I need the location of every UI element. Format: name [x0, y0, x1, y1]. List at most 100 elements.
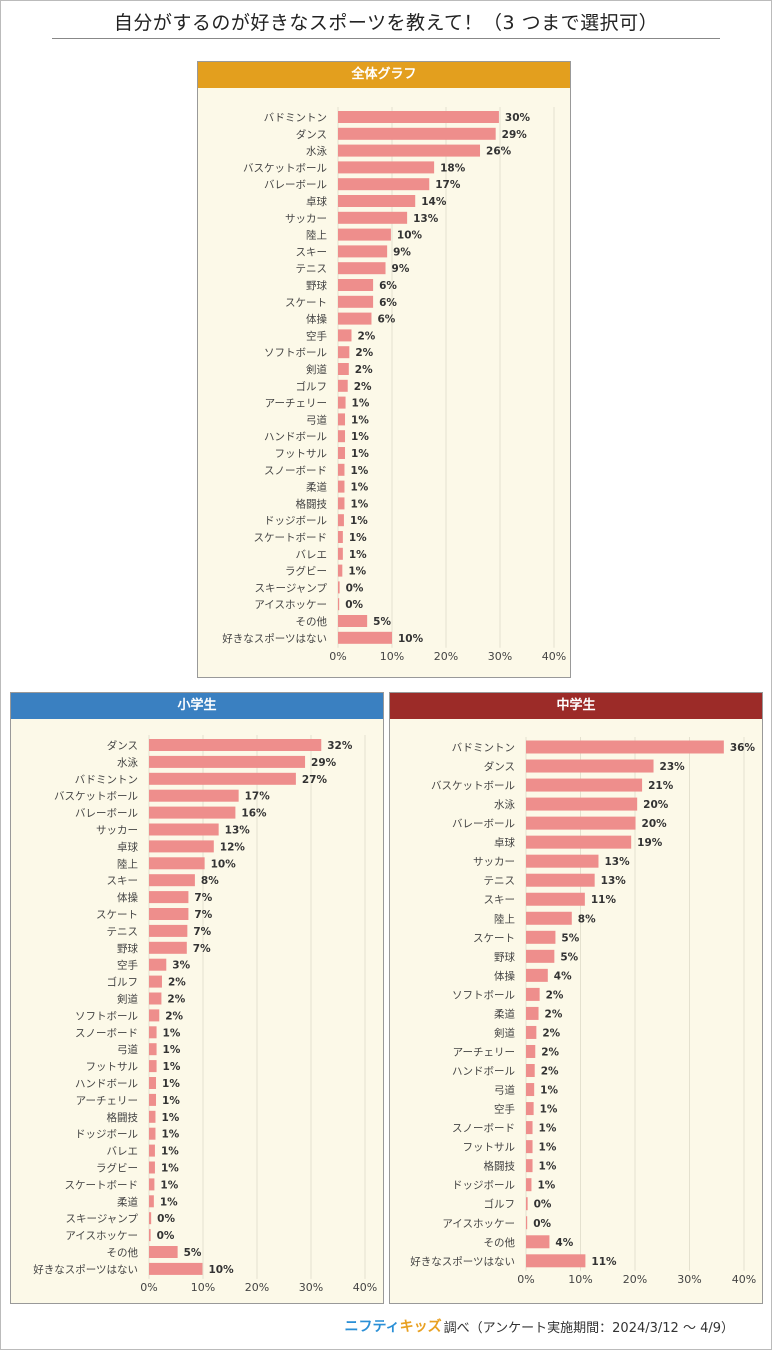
- x-tick-label: 20%: [245, 1281, 269, 1294]
- data-label: 1%: [352, 398, 370, 410]
- bar: [526, 759, 654, 773]
- category-label: ラグビー: [96, 1162, 138, 1175]
- data-label: 0%: [533, 1218, 551, 1230]
- data-label: 2%: [541, 1046, 559, 1058]
- category-label: ドッジボール: [452, 1180, 515, 1192]
- x-tick-label: 30%: [677, 1273, 701, 1286]
- x-tick-label: 20%: [434, 650, 458, 663]
- category-label: 卓球: [306, 195, 327, 208]
- x-tick-label: 40%: [732, 1273, 756, 1286]
- data-label: 8%: [201, 875, 219, 887]
- category-label: ゴルフ: [296, 380, 328, 393]
- data-label: 10%: [398, 633, 424, 645]
- x-tick-label: 0%: [329, 650, 346, 663]
- nifty-kids-logo[interactable]: ニフティキッズ: [345, 1316, 442, 1336]
- bar: [149, 1060, 157, 1073]
- category-label: ドッジボール: [264, 515, 327, 527]
- survey-period-text: 調べ（アンケート実施期間：2024/3/12 ～ 4/9）: [443, 1320, 734, 1336]
- data-label: 1%: [349, 532, 367, 544]
- bar: [338, 178, 430, 191]
- x-tick-label: 30%: [488, 650, 512, 663]
- category-label: その他: [484, 1236, 516, 1249]
- category-label: バレエ: [107, 1146, 139, 1158]
- bar: [149, 1093, 157, 1106]
- bar: [149, 857, 205, 870]
- bar: [149, 772, 296, 785]
- category-label: スキージャンプ: [255, 582, 328, 594]
- elementary-chart-title: 小学生: [11, 693, 383, 719]
- data-label: 6%: [379, 297, 397, 309]
- x-tick-label: 40%: [353, 1281, 377, 1294]
- data-label: 1%: [539, 1123, 557, 1135]
- data-label: 0%: [346, 582, 364, 594]
- x-tick-label: 10%: [568, 1273, 592, 1286]
- bar: [149, 1262, 203, 1275]
- data-label: 1%: [349, 549, 367, 561]
- page-title: 自分がするのが好きなスポーツを教えて！（3 つまで選択可）: [52, 8, 720, 39]
- bar: [149, 755, 306, 768]
- middle-chart-title: 中学生: [390, 693, 762, 719]
- category-label: スケート: [473, 932, 515, 944]
- bar: [526, 1121, 533, 1135]
- bar: [149, 1212, 152, 1225]
- footer: ニフティキッズ 調べ（アンケート実施期間：2024/3/12 ～ 4/9）: [345, 1316, 735, 1336]
- bar: [338, 312, 372, 325]
- category-label: ハンドボール: [75, 1078, 138, 1090]
- bar: [526, 797, 638, 811]
- data-label: 6%: [377, 314, 395, 326]
- overall-chart-title: 全体グラフ: [198, 62, 570, 88]
- bar: [526, 1178, 532, 1192]
- category-label: 空手: [306, 329, 327, 342]
- data-label: 6%: [379, 280, 397, 292]
- bar: [149, 1195, 154, 1208]
- data-label: 1%: [162, 1095, 180, 1107]
- data-label: 30%: [505, 112, 531, 124]
- bar: [526, 1102, 534, 1116]
- category-label: 空手: [494, 1103, 515, 1116]
- data-label: 13%: [601, 875, 627, 887]
- data-label: 1%: [161, 1163, 179, 1175]
- middle-chart-panel: 中学生 0% 10% 20% 30% 40% バドミントン 36% ダンス 23% バスケットボー…: [389, 692, 763, 1304]
- bar: [338, 127, 496, 140]
- bar: [149, 1229, 151, 1242]
- bar: [338, 363, 349, 375]
- x-tick-label: 30%: [299, 1281, 323, 1294]
- data-label: 1%: [161, 1129, 179, 1141]
- bar: [338, 379, 348, 392]
- data-label: 1%: [160, 1196, 178, 1208]
- category-label: スノーボード: [264, 465, 327, 477]
- category-label: サッカー: [473, 856, 515, 868]
- bar: [338, 111, 499, 123]
- data-label: 27%: [302, 774, 328, 786]
- bar: [526, 892, 585, 906]
- bar: [338, 463, 345, 476]
- bar: [149, 1077, 157, 1089]
- bar: [149, 1161, 155, 1174]
- data-label: 12%: [220, 841, 246, 853]
- bar: [149, 789, 239, 802]
- category-label: テニス: [484, 875, 516, 887]
- category-label: 野球: [306, 279, 327, 292]
- category-label: フットサル: [86, 1061, 139, 1073]
- bar: [526, 930, 556, 944]
- bar: [526, 854, 599, 868]
- bar: [338, 279, 374, 291]
- bar: [338, 514, 344, 527]
- bar: [526, 1044, 536, 1058]
- category-label: スキー: [296, 246, 328, 258]
- logo-part-1: ニフティ: [344, 1319, 400, 1335]
- data-label: 13%: [604, 856, 630, 868]
- data-label: 11%: [591, 894, 617, 906]
- category-label: 水泳: [494, 798, 515, 811]
- data-label: 2%: [355, 347, 373, 359]
- category-label: バドミントン: [452, 742, 515, 754]
- category-label: アーチェリー: [265, 398, 327, 410]
- category-label: ソフトボール: [75, 1010, 138, 1022]
- category-label: 好きなスポーツはない: [33, 1264, 138, 1276]
- bar: [149, 1144, 155, 1157]
- bar: [338, 564, 343, 577]
- bar: [338, 396, 346, 409]
- category-label: スキージャンプ: [66, 1213, 139, 1225]
- data-label: 8%: [578, 913, 596, 925]
- category-label: バレエ: [296, 549, 328, 561]
